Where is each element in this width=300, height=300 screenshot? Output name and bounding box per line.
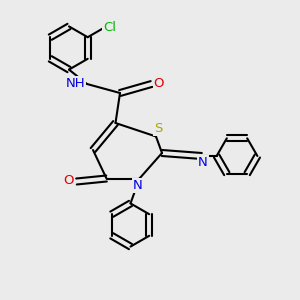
Text: S: S xyxy=(154,122,163,135)
Text: O: O xyxy=(154,76,164,90)
Text: N: N xyxy=(133,178,143,192)
Text: Cl: Cl xyxy=(103,21,116,34)
Text: NH: NH xyxy=(66,77,86,90)
Text: N: N xyxy=(198,156,208,169)
Text: O: O xyxy=(63,174,74,187)
